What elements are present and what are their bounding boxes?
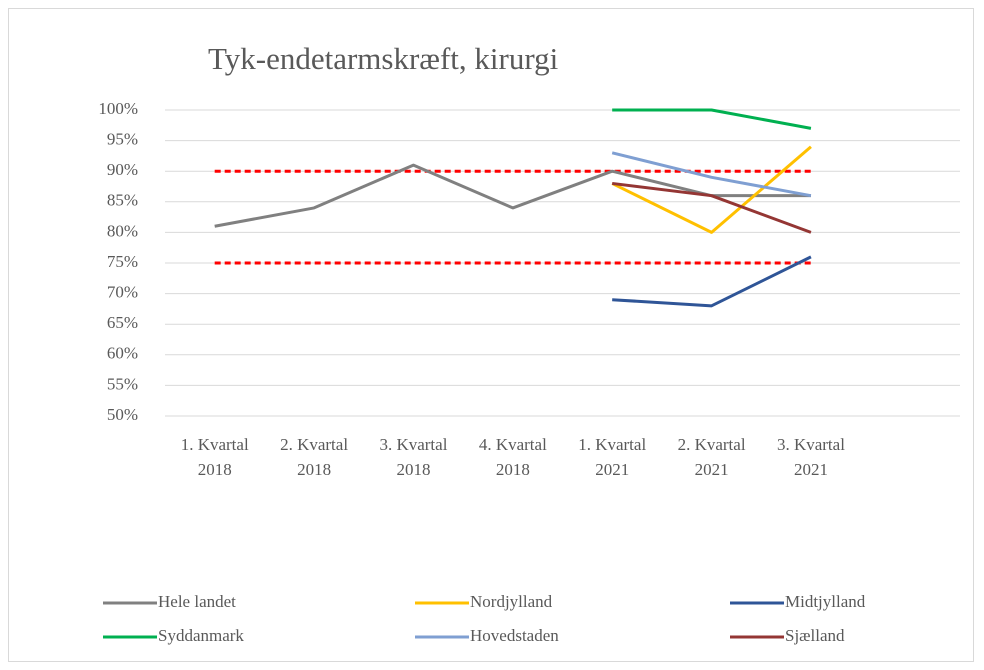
series-line: [612, 181, 812, 234]
y-tick-label: 55%: [107, 374, 138, 393]
legend-label: Hovedstaden: [470, 626, 559, 645]
y-tick-label: 80%: [107, 221, 138, 240]
series-line: [612, 108, 812, 130]
y-tick-label: 100%: [98, 99, 138, 118]
y-tick-label: 50%: [107, 405, 138, 424]
series-line: [612, 255, 812, 308]
y-tick-label: 85%: [107, 191, 138, 210]
x-tick-label: 2. Kvartal 2021: [677, 435, 746, 479]
y-tick-label: 60%: [107, 344, 138, 363]
x-tick-label: 4. Kvartal 2018: [478, 435, 547, 479]
y-tick-label: 75%: [107, 252, 138, 271]
legend-label: Hele landet: [158, 592, 236, 611]
chart-title: Tyk-endetarmskræft, kirurgi: [208, 41, 559, 76]
series-line: [214, 163, 811, 228]
x-tick-label: 3. Kvartal 2018: [379, 435, 448, 479]
y-tick-label: 90%: [107, 160, 138, 179]
series-line: [611, 145, 812, 234]
y-tick-label: 65%: [107, 313, 138, 332]
x-tick-label: 3. Kvartal 2021: [776, 435, 845, 479]
chart-frame: [8, 8, 974, 662]
x-tick-label: 1. Kvartal 2021: [578, 435, 647, 479]
y-tick-label: 95%: [107, 130, 138, 149]
legend-label: Syddanmark: [158, 626, 244, 645]
x-tick-label: 1. Kvartal 2018: [180, 435, 249, 479]
x-tick-label: 2. Kvartal 2018: [280, 435, 349, 479]
legend-label: Sjælland: [785, 626, 845, 645]
legend-label: Midtjylland: [785, 592, 866, 611]
series-line: [611, 151, 812, 198]
y-tick-label: 70%: [107, 283, 138, 302]
legend-label: Nordjylland: [470, 592, 553, 611]
